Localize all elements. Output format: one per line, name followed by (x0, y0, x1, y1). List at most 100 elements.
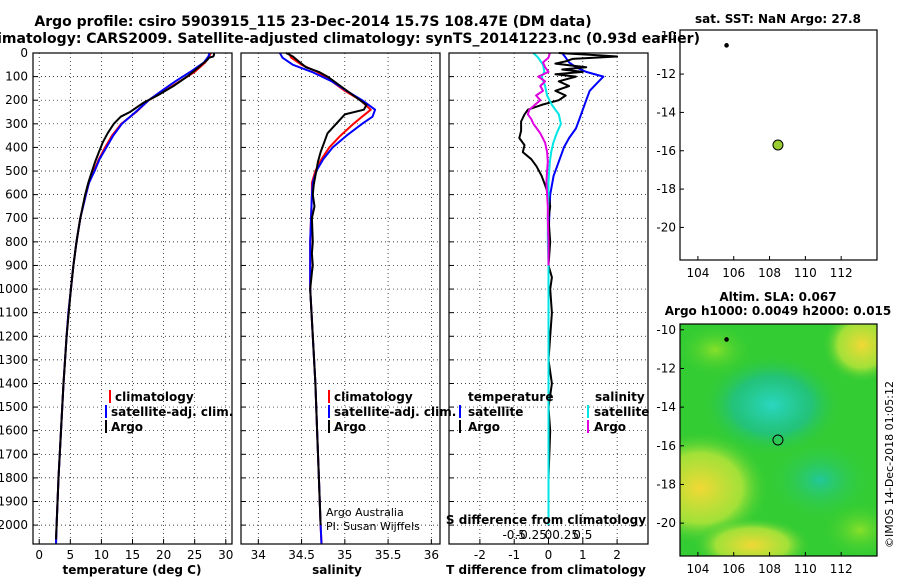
x-tick-label: 25 (187, 548, 202, 562)
x-tick-label: 35 (337, 548, 352, 562)
annotation-pi: PI: Susan Wijffels (326, 520, 420, 533)
s-tick-label: -0.25 (516, 528, 547, 542)
depth-tick-label: 900 (5, 258, 28, 272)
float-position-marker (772, 139, 784, 151)
salinity-legend: climatology satellite-adj. clim. Argo (328, 390, 456, 434)
figure-title-line1: Argo profile: csiro 5903915_115 23-Dec-2… (34, 14, 591, 30)
legend-label-climatology: climatology (334, 390, 413, 404)
s-difference-axis-label: S difference from climatology (446, 513, 646, 527)
previous-position-marker (724, 43, 729, 48)
depth-tick-label: 1300 (0, 353, 28, 367)
depth-tick-label: 1700 (0, 447, 28, 461)
depth-tick-label: 600 (5, 188, 28, 202)
temperature-legend: climatology satellite-adj. clim. Argo (105, 390, 233, 434)
sla-map-frame (679, 323, 878, 557)
difference-axis-label: T difference from climatology (446, 563, 646, 577)
x-tick-label: 0 (545, 548, 553, 562)
x-tick-label: -1 (508, 548, 520, 562)
sla-map-panel: Altim. SLA: 0.067 Argo h1000: 0.0049 h20… (656, 290, 896, 576)
map-y-tick-label: -20 (656, 220, 676, 234)
depth-tick-label: 1500 (0, 400, 28, 414)
x-tick-label: 0 (35, 548, 43, 562)
map-x-tick-label: 110 (794, 562, 817, 576)
temperature-plot-frame (32, 52, 233, 545)
depth-tick-label: 200 (5, 93, 28, 107)
map-x-tick-label: 110 (794, 266, 817, 280)
copyright-credit: ©IMOS 14-Dec-2018 01:05:12 (883, 381, 896, 548)
map-x-tick-label: 112 (830, 562, 853, 576)
legend-title-temperature: temperature (468, 390, 553, 404)
legend-label-argo: Argo (111, 420, 143, 434)
sst-map-frame (679, 29, 878, 261)
map-x-tick-label: 106 (722, 266, 745, 280)
x-tick-label: 34.5 (288, 548, 315, 562)
legend-label-satellite-adj: satellite-adj. clim. (111, 405, 233, 419)
map-x-tick-label: 104 (686, 562, 709, 576)
sla-map-title-line1: Altim. SLA: 0.067 (719, 290, 836, 304)
depth-tick-label: 500 (5, 164, 28, 178)
salinity-plot-frame (240, 52, 441, 545)
map-y-tick-label: -12 (656, 361, 676, 375)
legend-label-s-satellite: satellite (594, 405, 649, 419)
figure-title-line2: Climatology: CARS2009. Satellite-adjuste… (0, 31, 700, 47)
s-tick-label: 0.5 (573, 528, 592, 542)
map-x-tick-label: 108 (758, 266, 781, 280)
map-x-tick-label: 106 (722, 562, 745, 576)
series-line-satellite-adj-clim- (279, 52, 377, 545)
salinity-panel: 34 34.5 35 35.5 36 salinity climatology sate… (240, 52, 456, 577)
x-tick-label: 10 (94, 548, 109, 562)
map-y-tick-label: -20 (656, 516, 676, 530)
float-position-marker (772, 434, 784, 446)
map-y-tick-label: -16 (656, 439, 676, 453)
map-y-tick-label: -16 (656, 144, 676, 158)
series-line-temperature-argo (518, 52, 619, 526)
map-x-tick-label: 104 (686, 266, 709, 280)
map-y-tick-label: -12 (656, 67, 676, 81)
difference-panel: -2 -1 0 1 2 T difference from climatology te… (446, 52, 649, 577)
legend-title-salinity: salinity (595, 390, 645, 404)
depth-tick-label: 400 (5, 140, 28, 154)
temperature-panel: 0 5 10 15 20 25 30 temperature (deg C) climato… (32, 52, 233, 577)
x-tick-label: 15 (125, 548, 140, 562)
depth-tick-label: 1100 (0, 306, 28, 320)
series-line-salinity-argo (526, 52, 551, 266)
previous-position-marker (724, 337, 729, 342)
series-line-argo (55, 53, 215, 540)
x-tick-label: -2 (474, 548, 486, 562)
x-tick-label: 36 (424, 548, 439, 562)
sst-map-panel: sat. SST: NaN Argo: 27.8 104 106 108 110 112… (656, 12, 878, 280)
depth-tick-label: 1400 (0, 376, 28, 390)
s-tick-label: 0 (545, 528, 553, 542)
x-tick-label: 2 (613, 548, 621, 562)
series-line-temperature-satellite (547, 52, 605, 526)
sla-map-title-line2: Argo h1000: 0.0049 h2000: 0.015 (665, 304, 892, 318)
map-y-tick-label: -10 (656, 323, 676, 337)
x-tick-label: 35.5 (375, 548, 402, 562)
temperature-axis-label: temperature (deg C) (63, 563, 202, 577)
salinity-axis-label: salinity (312, 563, 362, 577)
map-y-tick-label: -14 (656, 400, 676, 414)
depth-tick-label: 700 (5, 211, 28, 225)
s-tick-label: 0.25 (552, 528, 579, 542)
legend-label-climatology: climatology (115, 390, 194, 404)
difference-legend: temperature salinity satellite Argo sate… (459, 390, 649, 434)
depth-tick-label: 2000 (0, 518, 28, 532)
legend-label-s-argo: Argo (594, 420, 626, 434)
sla-heatmap-field (680, 324, 877, 556)
x-tick-label: 34 (251, 548, 266, 562)
depth-tick-label: 0 (20, 46, 28, 60)
map-y-tick-label: -10 (656, 29, 676, 43)
depth-tick-label: 1900 (0, 495, 28, 509)
x-tick-label: 5 (66, 548, 74, 562)
x-tick-label: 30 (218, 548, 233, 562)
depth-tick-label: 1200 (0, 329, 28, 343)
map-y-tick-label: -14 (656, 105, 676, 119)
depth-tick-label: 300 (5, 117, 28, 131)
series-line-satellite-adj-clim- (55, 52, 211, 545)
depth-tick-label: 100 (5, 70, 28, 84)
map-x-tick-label: 112 (830, 266, 853, 280)
legend-label-t-satellite: satellite (468, 405, 523, 419)
depth-tick-label: 1600 (0, 424, 28, 438)
legend-label-t-argo: Argo (468, 420, 500, 434)
legend-label-argo: Argo (334, 420, 366, 434)
